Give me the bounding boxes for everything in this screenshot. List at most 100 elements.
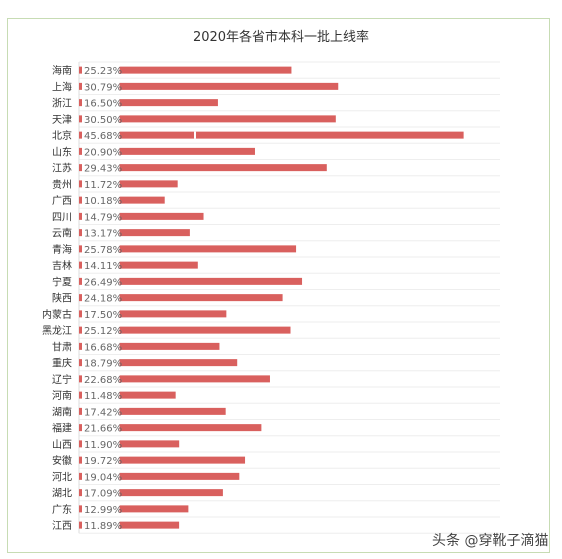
category-label: 重庆: [52, 357, 72, 370]
bar: [79, 164, 327, 172]
bar: [79, 277, 303, 285]
value-label-bg: [82, 129, 120, 142]
value-label: 19.72%: [84, 456, 122, 467]
value-label: 11.90%: [84, 440, 122, 451]
category-label: 北京: [52, 129, 72, 142]
value-label-bg: [82, 177, 120, 190]
bar: [79, 66, 292, 74]
value-label-bg: [82, 112, 120, 125]
bar: [79, 424, 262, 432]
category-label: 海南: [52, 64, 72, 77]
value-label-bg: [82, 64, 120, 77]
category-label: 广西: [52, 195, 72, 207]
category-label: 陕西: [52, 292, 72, 305]
value-label: 17.42%: [84, 407, 122, 418]
category-label: 福建: [52, 422, 72, 435]
value-label-bg: [82, 275, 120, 288]
value-label-bg: [82, 96, 120, 109]
bar: [79, 326, 291, 334]
value-label-bg: [82, 454, 120, 467]
bar: [79, 391, 176, 399]
bar: [79, 505, 189, 513]
category-label: 山西: [52, 439, 72, 451]
category-label: 湖北: [52, 488, 72, 500]
value-label: 17.50%: [84, 310, 122, 321]
bar: [79, 245, 297, 253]
value-label: 29.43%: [84, 164, 122, 175]
bar: [79, 440, 180, 448]
category-label: 黑龙江: [42, 324, 72, 337]
value-label-bg: [82, 226, 120, 239]
category-label: 安徽: [52, 454, 72, 467]
value-label: 45.68%: [84, 131, 122, 142]
category-label: 浙江: [52, 98, 72, 110]
value-label: 24.18%: [84, 294, 122, 305]
bar: [79, 489, 223, 497]
value-label-bg: [82, 145, 120, 158]
chart-title: 2020年各省市本科一批上线率: [192, 30, 370, 45]
bar: [79, 212, 204, 220]
value-label: 19.04%: [84, 472, 122, 483]
bar: [79, 359, 238, 367]
value-label: 14.79%: [84, 212, 122, 223]
value-label: 12.99%: [84, 505, 122, 516]
category-label: 山东: [52, 145, 72, 158]
value-label-bg: [82, 372, 120, 385]
value-label-bg: [82, 421, 120, 434]
value-label-bg: [82, 470, 120, 483]
bar: [79, 456, 246, 464]
bar: [79, 196, 165, 204]
category-label: 河北: [52, 471, 72, 483]
category-label: 上海: [52, 80, 72, 93]
value-label-bg: [82, 259, 120, 272]
value-label-bg: [82, 519, 120, 532]
category-label: 广东: [52, 503, 72, 516]
value-label: 18.79%: [84, 359, 122, 370]
category-label: 江西: [52, 520, 72, 532]
value-label-bg: [82, 194, 120, 207]
value-label-bg: [82, 210, 120, 223]
bar: [79, 99, 218, 107]
watermark: 头条 @穿靴子滴猫: [432, 533, 549, 549]
value-label-bg: [82, 356, 120, 369]
bar: [79, 407, 226, 415]
value-label: 30.50%: [84, 115, 122, 126]
bar: [79, 82, 339, 90]
value-label-bg: [82, 80, 120, 93]
value-label: 25.23%: [84, 66, 122, 77]
value-label: 25.78%: [84, 245, 122, 256]
bar: [79, 521, 180, 529]
bar: [79, 180, 178, 188]
bar-gap: [194, 131, 196, 139]
category-label: 河南: [52, 389, 72, 402]
bar: [79, 310, 227, 318]
value-label: 10.18%: [84, 196, 122, 207]
category-label: 四川: [52, 212, 72, 223]
value-label: 20.90%: [84, 147, 122, 158]
bar: [79, 375, 270, 383]
value-label: 25.12%: [84, 326, 122, 337]
value-label: 14.11%: [84, 261, 122, 272]
value-label: 17.09%: [84, 489, 122, 500]
category-label: 辽宁: [52, 373, 72, 386]
category-label: 青海: [52, 243, 72, 256]
value-label-bg: [82, 340, 120, 353]
category-label: 宁夏: [52, 275, 72, 288]
value-label-bg: [82, 389, 120, 402]
value-label: 13.17%: [84, 229, 122, 240]
value-label-bg: [82, 242, 120, 255]
value-label-bg: [82, 307, 120, 320]
value-label-bg: [82, 486, 120, 499]
value-label-bg: [82, 291, 120, 304]
bar: [79, 261, 198, 269]
bar: [79, 294, 283, 302]
category-label: 江苏: [52, 162, 72, 175]
category-label: 甘肃: [52, 340, 72, 353]
category-label: 内蒙古: [42, 308, 72, 321]
value-label-bg: [82, 324, 120, 337]
value-label: 30.79%: [84, 82, 122, 93]
value-label: 21.66%: [84, 424, 122, 435]
value-label: 11.72%: [84, 180, 122, 191]
value-label-bg: [82, 161, 120, 174]
